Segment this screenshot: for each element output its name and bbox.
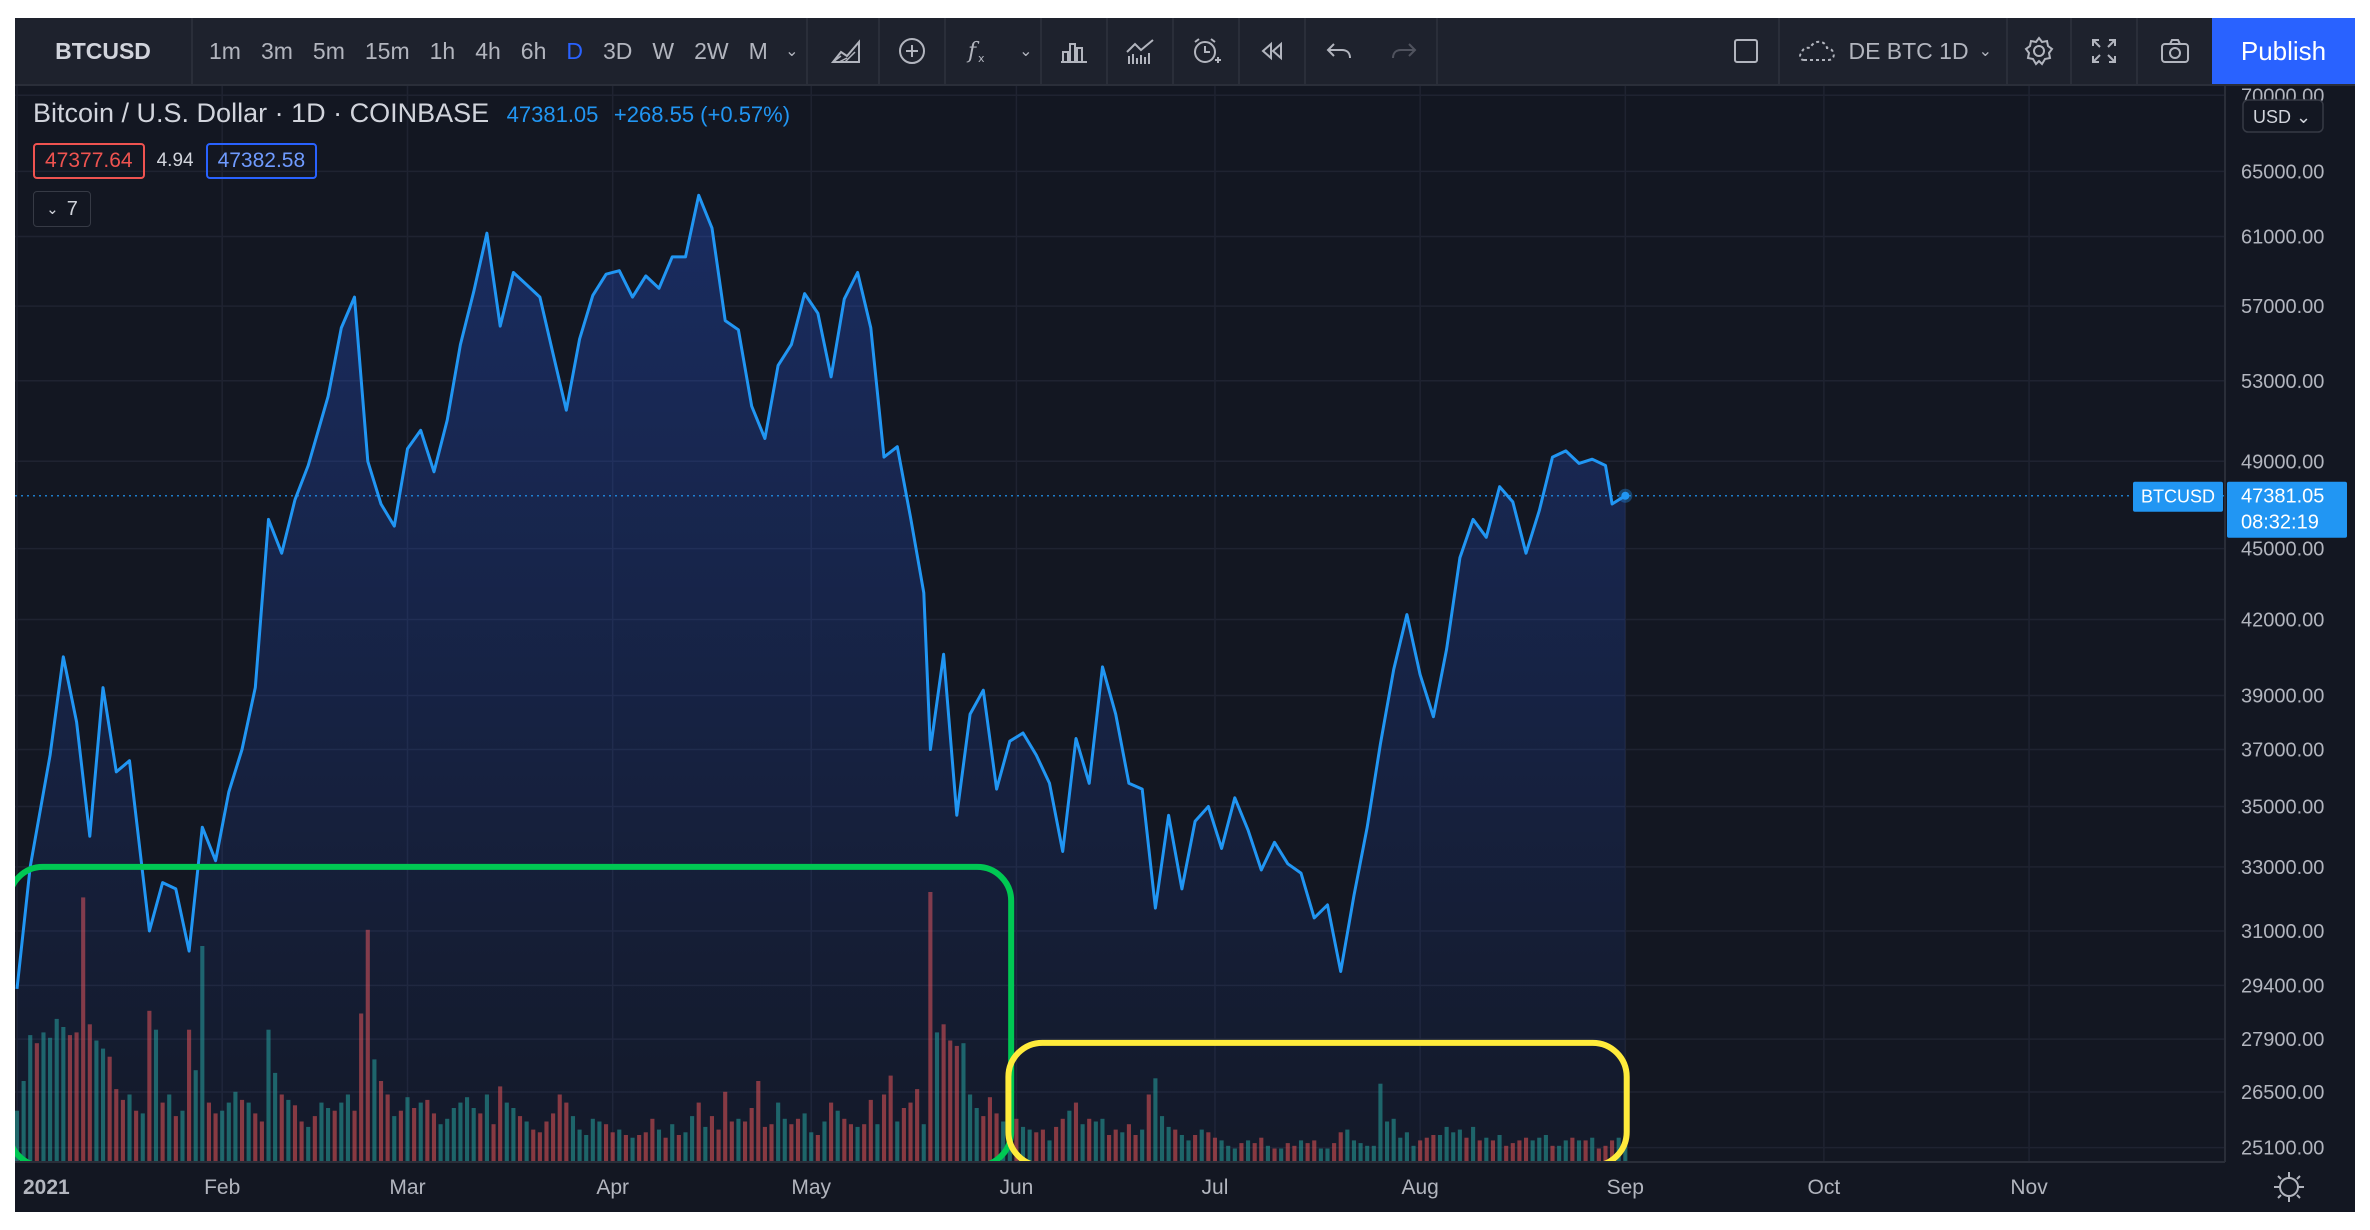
time-tick-label: Jul <box>1202 1176 1229 1199</box>
timeframe-3d[interactable]: 3D <box>603 37 633 64</box>
currency-label: USD ⌄ <box>2253 107 2311 127</box>
buy-price-box[interactable]: 47382.58 <box>205 143 318 179</box>
time-tick-label: Apr <box>596 1176 629 1199</box>
time-tick-label: Mar <box>389 1176 425 1199</box>
price-tick-label: 25100.00 <box>2241 1138 2324 1160</box>
compare-templates-icon[interactable] <box>1108 18 1174 84</box>
price-tick-label: 29400.00 <box>2241 975 2324 997</box>
top-toolbar: BTCUSD 1m 3m 5m 15m 1h 4h 6h D 3D W 2W M… <box>15 18 2355 86</box>
last-price-marker <box>1621 491 1630 500</box>
layout-dropdown-chevron-icon: ⌄ <box>1978 43 1992 60</box>
timeframe-15m[interactable]: 15m <box>364 37 410 64</box>
legend-symbol-title[interactable]: Bitcoin / U.S. Dollar · 1D · COINBASE <box>33 98 490 128</box>
currency-button[interactable] <box>2242 99 2324 133</box>
price-tick-label: 65000.00 <box>2241 161 2324 183</box>
price-axis[interactable] <box>2225 86 2355 1212</box>
indicators-count: 7 <box>66 197 78 220</box>
timeframe-6h[interactable]: 6h <box>520 37 547 64</box>
time-axis[interactable] <box>15 1162 2225 1212</box>
price-tick-label: 27900.00 <box>2241 1029 2324 1051</box>
timeframe-2w[interactable]: 2W <box>694 37 729 64</box>
indicators-collapse-button[interactable]: ⌄ 7 <box>33 191 91 227</box>
snapshot-camera-icon[interactable] <box>2138 18 2212 84</box>
settings-gear-icon[interactable] <box>2006 18 2072 84</box>
time-tick-label: Jun <box>999 1176 1033 1199</box>
redo-icon <box>1372 18 1438 84</box>
legend-last-price: 47381.05 <box>506 102 599 127</box>
chart-window: BTCUSD 1m 3m 5m 15m 1h 4h 6h D 3D W 2W M… <box>15 18 2355 1212</box>
axis-settings-gear-teeth <box>2274 1172 2304 1202</box>
price-tick-label: 53000.00 <box>2241 371 2324 393</box>
symbol-search-button[interactable]: BTCUSD <box>15 18 193 84</box>
timeframe-w[interactable]: W <box>652 37 675 64</box>
timeframe-dropdown-chevron-icon[interactable]: ⌄ <box>778 18 808 84</box>
publish-button[interactable]: Publish <box>2212 18 2355 84</box>
timeframe-d[interactable]: D <box>566 37 584 64</box>
legend-price-change: +268.55 (+0.57%) <box>613 102 791 127</box>
spread-value: 4.94 <box>156 150 194 171</box>
symbol-axis-label: BTCUSD <box>2141 487 2215 507</box>
price-tick-label: 57000.00 <box>2241 296 2324 318</box>
price-tick-label: 37000.00 <box>2241 739 2324 761</box>
timeframe-4h[interactable]: 4h <box>475 37 501 64</box>
volume-bar <box>1623 1137 1628 1162</box>
price-tick-label: 35000.00 <box>2241 797 2324 819</box>
timeframe-m[interactable]: M <box>748 37 768 64</box>
timeframe-1h[interactable]: 1h <box>429 37 456 64</box>
time-tick-label: Oct <box>1808 1176 1841 1199</box>
timeframe-5m[interactable]: 5m <box>312 37 345 64</box>
price-tick-label: 26500.00 <box>2241 1082 2324 1104</box>
chart-canvas[interactable]: 70000.0065000.0061000.0057000.0053000.00… <box>15 18 2355 1212</box>
price-tick-label: 33000.00 <box>2241 857 2324 879</box>
sell-price-box[interactable]: 47377.64 <box>33 143 145 179</box>
axis-settings-gear-icon[interactable] <box>2279 1177 2299 1197</box>
bar-countdown-label: 08:32:19 <box>2241 512 2319 534</box>
financials-bars-icon[interactable] <box>1042 18 1108 84</box>
chart-type-area-icon[interactable] <box>814 18 880 84</box>
layout-square-icon[interactable] <box>1714 18 1781 84</box>
price-tick-label: 39000.00 <box>2241 685 2324 707</box>
price-tick-label: 61000.00 <box>2241 227 2324 249</box>
bid-ask-row: 47377.64 4.94 47382.58 <box>33 143 790 179</box>
fullscreen-icon[interactable] <box>2072 18 2138 84</box>
layout-name-button[interactable]: DE BTC 1D ⌄ <box>1780 18 2006 84</box>
collapse-chevron-icon: ⌄ <box>46 201 59 218</box>
time-tick-label: Feb <box>204 1176 240 1199</box>
alert-clock-icon[interactable] <box>1174 18 1240 84</box>
price-tick-label: 49000.00 <box>2241 451 2324 473</box>
last-price-axis-label: 47381.05 <box>2241 486 2324 508</box>
legend-title-row: Bitcoin / U.S. Dollar · 1D · COINBASE 47… <box>33 98 790 129</box>
time-tick-label: Aug <box>1401 1176 1438 1199</box>
price-line[interactable] <box>15 193 1627 990</box>
last-price-axis-badge <box>2227 481 2347 538</box>
cloud-icon <box>1799 40 1836 61</box>
undo-icon[interactable] <box>1306 18 1372 84</box>
time-tick-label: Nov <box>2010 1176 2048 1199</box>
replay-rewind-icon[interactable] <box>1240 18 1306 84</box>
right-toolbar: DE BTC 1D ⌄ <box>1714 18 2212 84</box>
time-tick-label: May <box>791 1176 831 1199</box>
layout-name-label: DE BTC 1D <box>1848 37 1969 64</box>
price-tick-label: 42000.00 <box>2241 609 2324 631</box>
time-tick-label: 2021 <box>23 1176 70 1199</box>
symbol-axis-badge <box>2133 481 2223 512</box>
svg-text:x: x <box>978 52 985 65</box>
price-area-fill <box>17 195 1626 1163</box>
price-tick-label: 45000.00 <box>2241 539 2324 561</box>
time-tick-label: Sep <box>1607 1176 1644 1199</box>
indicators-dropdown-chevron-icon[interactable]: ⌄ <box>1012 18 1042 84</box>
price-tick-label: 31000.00 <box>2241 921 2324 943</box>
add-indicator-plus-icon[interactable] <box>880 18 946 84</box>
chart-legend: Bitcoin / U.S. Dollar · 1D · COINBASE 47… <box>33 98 790 227</box>
timeframe-1m[interactable]: 1m <box>209 37 241 64</box>
timeframe-3m[interactable]: 3m <box>260 37 293 64</box>
timeframe-group: 1m 3m 5m 15m 1h 4h 6h D 3D W 2W M ⌄ <box>193 18 814 84</box>
